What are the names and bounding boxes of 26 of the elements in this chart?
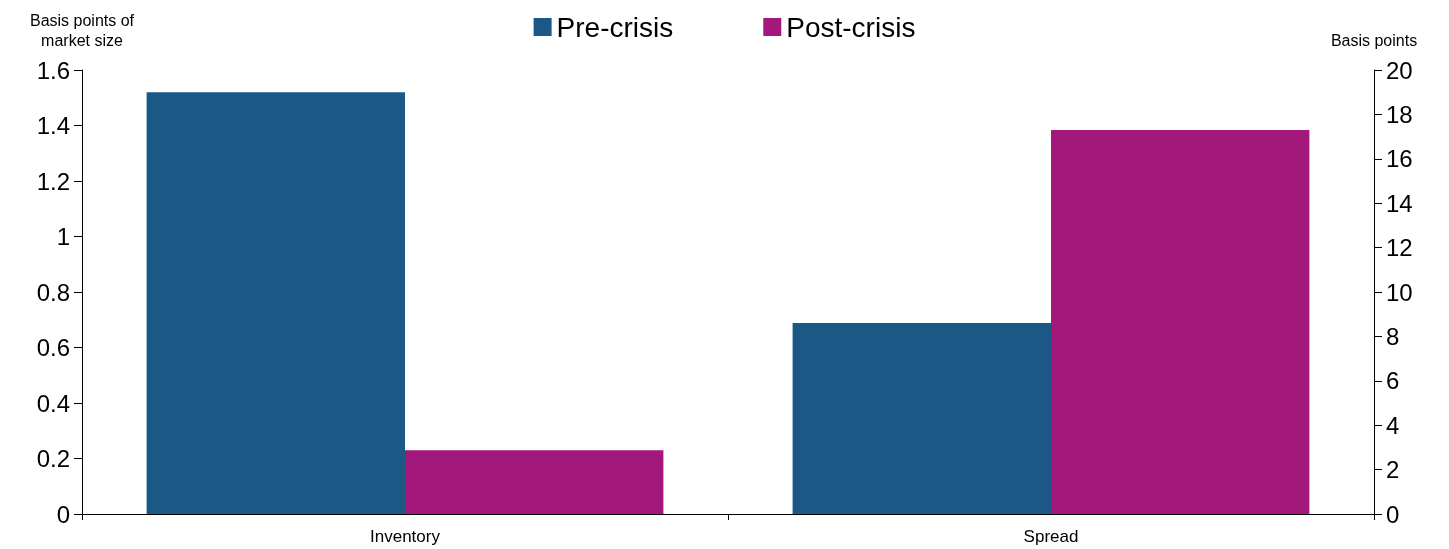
y-tick-label: 1.6 bbox=[36, 56, 70, 84]
y2-axis-title: Basis points bbox=[1330, 31, 1418, 49]
y2-tick-label: 0 bbox=[1386, 500, 1400, 528]
y-tick-label: 1.2 bbox=[36, 167, 70, 195]
legend-label: Post-crisis bbox=[786, 11, 916, 43]
y-tick-label: 0 bbox=[56, 500, 70, 528]
y2-tick-label: 20 bbox=[1386, 56, 1413, 84]
y-axis-title: Basis points of market size bbox=[29, 11, 135, 49]
y2-tick-label: 6 bbox=[1386, 367, 1400, 395]
x-tick-label: Spread bbox=[1023, 527, 1079, 546]
y2-tick-label: 14 bbox=[1386, 189, 1413, 217]
legend-label: Pre-crisis bbox=[556, 11, 674, 43]
y-tick-label: 1.4 bbox=[36, 112, 70, 139]
y2-tick-label: 16 bbox=[1386, 145, 1413, 173]
y-tick-label: 0.6 bbox=[36, 334, 70, 361]
y-tick-label: 0.8 bbox=[36, 278, 70, 306]
y2-tick-label: 4 bbox=[1386, 411, 1400, 439]
x-tick-label: Inventory bbox=[370, 527, 441, 546]
y-tick-label: 0.2 bbox=[36, 445, 70, 472]
y2-tick-label: 10 bbox=[1386, 278, 1413, 306]
y2-tick-label: 18 bbox=[1386, 100, 1413, 128]
y2-tick-label: 8 bbox=[1386, 322, 1400, 350]
y-tick-label: 0.4 bbox=[36, 389, 70, 417]
y2-tick-label: 12 bbox=[1386, 234, 1413, 262]
y-tick-label: 1 bbox=[56, 223, 70, 250]
y2-tick-label: 2 bbox=[1386, 456, 1400, 484]
